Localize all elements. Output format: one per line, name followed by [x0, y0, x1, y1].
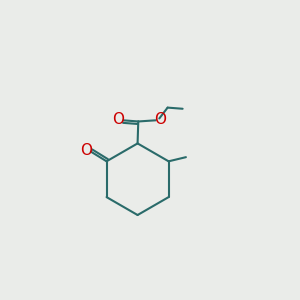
Text: O: O: [112, 112, 124, 128]
Text: O: O: [154, 112, 166, 128]
Text: O: O: [80, 143, 92, 158]
